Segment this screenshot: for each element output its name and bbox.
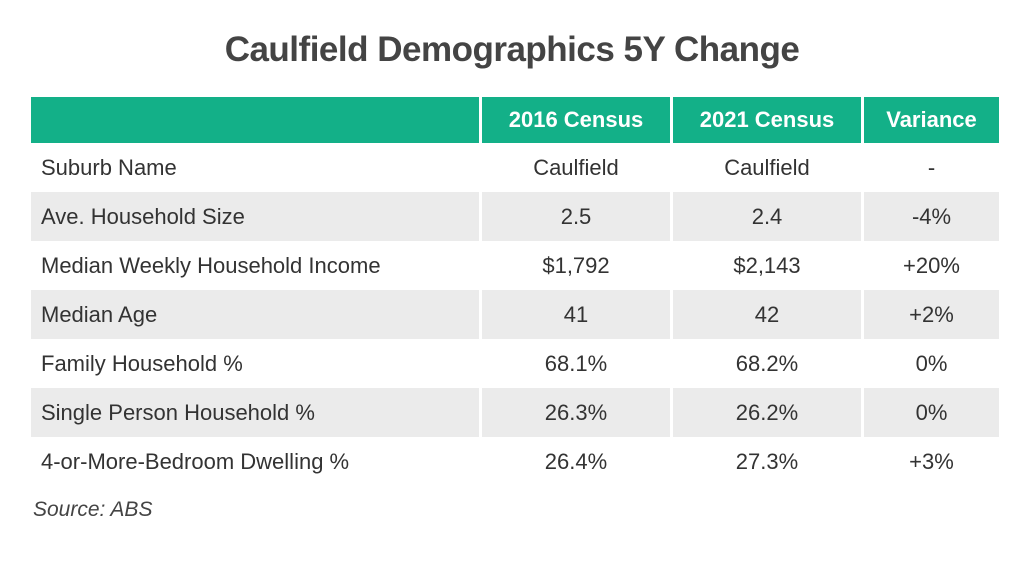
cell: $1,792	[542, 252, 610, 278]
cell: 68.1%	[544, 350, 608, 376]
table-row: Median Age 41 42 +2%	[31, 290, 999, 339]
cell: 26.4%	[544, 448, 608, 474]
cell: 2.4	[673, 192, 861, 241]
cell: 26.3%	[482, 388, 670, 437]
cell: 42	[673, 290, 861, 339]
source-note: Source: ABS	[33, 498, 153, 521]
cell: 41	[482, 290, 670, 339]
row-label: Median Age	[31, 290, 479, 339]
row-label: Ave. Household Size	[31, 192, 479, 241]
table-body: Suburb Name Caulfield Caulfield - Ave. House…	[31, 143, 999, 486]
row-label: Family Household %	[41, 350, 243, 376]
title: Caulfield Demographics 5Y Change	[224, 30, 800, 69]
cell: +20%	[903, 252, 960, 278]
cell: 2.5	[482, 192, 670, 241]
table-row: Single Person Household % 26.3% 26.2% 0%	[31, 388, 999, 437]
cell: Caulfield	[724, 154, 810, 180]
cell: -4%	[864, 192, 999, 241]
cell: 27.3%	[735, 448, 799, 474]
cell: $2,143	[733, 252, 801, 278]
header-cell: 2021 Census	[673, 97, 861, 143]
row-label: Median Weekly Household Income	[41, 252, 381, 278]
cell: 0%	[915, 350, 948, 376]
cell: -	[927, 154, 936, 180]
table-row: Median Weekly Household Income $1,792 $2,1…	[31, 241, 999, 290]
table: 2016 Census 2021 Census Variance Suburb Na…	[28, 97, 1002, 486]
row-label: Suburb Name	[41, 154, 177, 180]
header-row: 2016 Census 2021 Census Variance	[31, 97, 999, 143]
table-row: Family Household % 68.1% 68.2% 0%	[31, 339, 999, 388]
table-row: Ave. Household Size 2.5 2.4 -4%	[31, 192, 999, 241]
cell: +3%	[909, 448, 954, 474]
row-label: 4-or-More-Bedroom Dwelling %	[41, 448, 350, 474]
cell: 26.2%	[673, 388, 861, 437]
table-row: 4-or-More-Bedroom Dwelling % 26.4% 27.3% +3…	[31, 437, 999, 486]
cell: 0%	[864, 388, 999, 437]
cell: 68.2%	[735, 350, 799, 376]
cell: +2%	[864, 290, 999, 339]
header-cell: 2016 Census	[482, 97, 670, 143]
cell: Caulfield	[533, 154, 619, 180]
row-label: Single Person Household %	[31, 388, 479, 437]
header-cell: Variance	[864, 97, 999, 143]
table-row: Suburb Name Caulfield Caulfield -	[31, 143, 999, 192]
header-cell	[31, 97, 479, 143]
